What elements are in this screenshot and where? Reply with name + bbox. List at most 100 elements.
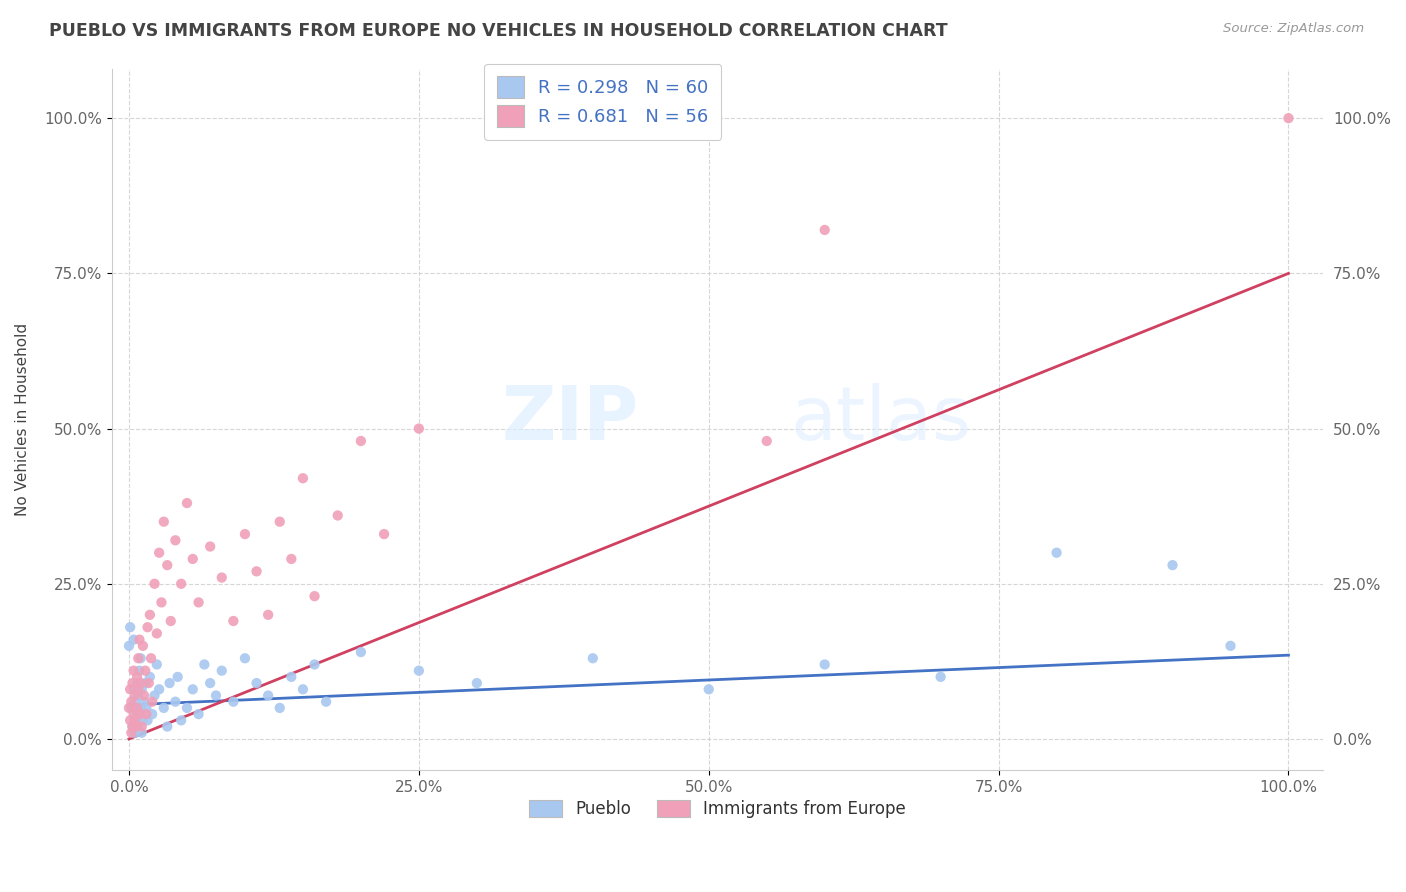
Point bbox=[181, 682, 204, 697]
Point bbox=[1219, 639, 1241, 653]
Point bbox=[170, 714, 193, 728]
Point bbox=[198, 676, 221, 690]
Point bbox=[233, 527, 256, 541]
Point bbox=[127, 720, 149, 734]
Point bbox=[131, 720, 153, 734]
Point bbox=[350, 434, 373, 448]
Point bbox=[120, 682, 142, 697]
Y-axis label: No Vehicles in Household: No Vehicles in Household bbox=[15, 323, 30, 516]
Point bbox=[181, 552, 204, 566]
Point bbox=[124, 714, 146, 728]
Point bbox=[187, 707, 209, 722]
Point bbox=[120, 725, 142, 739]
Point bbox=[122, 632, 145, 647]
Point bbox=[176, 496, 198, 510]
Point bbox=[233, 651, 256, 665]
Point bbox=[257, 607, 280, 622]
Point bbox=[170, 576, 193, 591]
Point bbox=[373, 527, 395, 541]
Point bbox=[257, 689, 280, 703]
Point bbox=[156, 558, 179, 573]
Point bbox=[148, 546, 170, 560]
Point bbox=[582, 651, 605, 665]
Point bbox=[129, 651, 152, 665]
Point bbox=[120, 714, 142, 728]
Point bbox=[124, 695, 146, 709]
Point bbox=[129, 676, 152, 690]
Point bbox=[814, 223, 837, 237]
Point bbox=[121, 720, 143, 734]
Text: ZIP: ZIP bbox=[502, 383, 638, 456]
Point bbox=[165, 695, 187, 709]
Point bbox=[129, 701, 152, 715]
Point bbox=[245, 676, 267, 690]
Point bbox=[350, 645, 373, 659]
Text: PUEBLO VS IMMIGRANTS FROM EUROPE NO VEHICLES IN HOUSEHOLD CORRELATION CHART: PUEBLO VS IMMIGRANTS FROM EUROPE NO VEHI… bbox=[49, 22, 948, 40]
Point bbox=[1045, 546, 1067, 560]
Point bbox=[304, 589, 326, 603]
Point bbox=[159, 676, 181, 690]
Point bbox=[187, 595, 209, 609]
Point bbox=[222, 614, 245, 628]
Point bbox=[122, 664, 145, 678]
Point bbox=[408, 421, 430, 435]
Point bbox=[280, 670, 302, 684]
Point bbox=[127, 676, 149, 690]
Point bbox=[127, 689, 149, 703]
Point bbox=[134, 664, 156, 678]
Point bbox=[211, 664, 233, 678]
Point bbox=[291, 682, 314, 697]
Point bbox=[146, 626, 169, 640]
Point bbox=[141, 707, 163, 722]
Point bbox=[138, 676, 160, 690]
Point bbox=[122, 707, 145, 722]
Text: Source: ZipAtlas.com: Source: ZipAtlas.com bbox=[1223, 22, 1364, 36]
Point bbox=[136, 620, 159, 634]
Point bbox=[127, 682, 149, 697]
Point bbox=[193, 657, 215, 672]
Point bbox=[120, 695, 142, 709]
Point bbox=[120, 620, 142, 634]
Point bbox=[121, 720, 143, 734]
Point bbox=[131, 682, 153, 697]
Point bbox=[127, 707, 149, 722]
Point bbox=[150, 595, 173, 609]
Point bbox=[814, 657, 837, 672]
Point bbox=[132, 714, 155, 728]
Point bbox=[291, 471, 314, 485]
Point bbox=[141, 695, 163, 709]
Point bbox=[280, 552, 302, 566]
Point bbox=[132, 639, 155, 653]
Point bbox=[129, 707, 152, 722]
Point bbox=[465, 676, 488, 690]
Point bbox=[304, 657, 326, 672]
Text: atlas: atlas bbox=[790, 383, 972, 456]
Point bbox=[1277, 111, 1299, 125]
Point bbox=[128, 664, 150, 678]
Point bbox=[166, 670, 188, 684]
Point bbox=[139, 670, 162, 684]
Point bbox=[135, 701, 157, 715]
Point bbox=[124, 689, 146, 703]
Point bbox=[929, 670, 952, 684]
Point bbox=[697, 682, 720, 697]
Point bbox=[245, 565, 267, 579]
Point bbox=[326, 508, 349, 523]
Point bbox=[159, 614, 181, 628]
Point bbox=[315, 695, 337, 709]
Point bbox=[211, 570, 233, 584]
Point bbox=[131, 725, 153, 739]
Point bbox=[165, 533, 187, 548]
Point bbox=[139, 651, 162, 665]
Point bbox=[122, 682, 145, 697]
Point bbox=[127, 701, 149, 715]
Point bbox=[152, 701, 174, 715]
Point bbox=[156, 720, 179, 734]
Point bbox=[118, 701, 141, 715]
Point bbox=[148, 682, 170, 697]
Point bbox=[143, 689, 166, 703]
Point bbox=[269, 701, 291, 715]
Point bbox=[146, 657, 169, 672]
Point bbox=[127, 651, 149, 665]
Point bbox=[1161, 558, 1184, 573]
